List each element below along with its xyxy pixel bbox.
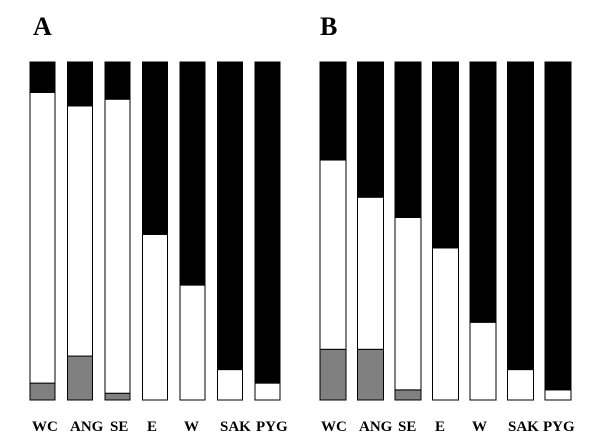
- bar-segment-ang-1: [357, 196, 384, 350]
- bar-segment-pyg-1: [544, 389, 572, 401]
- tick-label-ang: ANG: [359, 419, 393, 435]
- bar-segment-sak-1: [217, 369, 243, 401]
- bar-segment-se-1: [394, 216, 422, 391]
- bar-segment-se-2: [104, 61, 131, 100]
- tick-label-sak: SAK: [508, 419, 539, 435]
- tick-label-se: SE: [110, 419, 128, 435]
- bar-segment-e-2: [432, 61, 459, 249]
- panel-b: B WC ANG SE E W SAK PYG: [319, 12, 575, 435]
- bar-segment-sak-2: [217, 61, 243, 371]
- bar-segment-se-0: [104, 392, 131, 401]
- bar-segment-e-1: [432, 247, 459, 401]
- tick-label-ang: ANG: [70, 419, 104, 435]
- bar-segment-e-1: [142, 233, 168, 401]
- bar-segment-sak-1: [507, 369, 534, 401]
- bar-segment-w-1: [179, 284, 206, 401]
- bar-segment-ang-2: [67, 61, 93, 107]
- bar-segment-wc-1: [29, 91, 56, 384]
- bar-segment-ang-0: [357, 348, 384, 401]
- bar-segment-w-2: [179, 61, 206, 286]
- bar-segment-ang-1: [67, 105, 93, 357]
- tick-label-w: W: [184, 419, 199, 435]
- panel-label: B: [320, 12, 337, 41]
- tick-label-e: E: [435, 419, 445, 435]
- tick-label-wc: WC: [32, 419, 58, 435]
- bar-segment-se-0: [394, 389, 422, 401]
- bar-segment-se-2: [394, 61, 422, 218]
- bar-segment-w-2: [469, 61, 497, 323]
- bar-segment-wc-2: [319, 61, 347, 161]
- tick-label-w: W: [472, 419, 487, 435]
- bar-segment-wc-2: [29, 61, 56, 93]
- bar-segment-pyg-2: [254, 61, 281, 384]
- bar-segment-sak-2: [507, 61, 534, 371]
- bar-segment-wc-0: [29, 382, 56, 401]
- bar-segment-pyg-2: [544, 61, 572, 391]
- bar-segment-wc-0: [319, 348, 347, 401]
- bar-segment-pyg-1: [254, 382, 281, 401]
- bar-segment-wc-1: [319, 159, 347, 350]
- panel-a: A WC ANG SE E W SAK PYG: [29, 12, 288, 435]
- tick-label-pyg: PYG: [543, 419, 575, 435]
- bar-segment-ang-0: [67, 355, 93, 401]
- bar-segment-se-1: [104, 98, 131, 394]
- bar-segment-ang-2: [357, 61, 384, 198]
- tick-label-wc: WC: [321, 419, 347, 435]
- tick-label-sak: SAK: [220, 419, 251, 435]
- tick-label-pyg: PYG: [256, 419, 288, 435]
- panel-label: A: [33, 12, 52, 41]
- bar-segment-w-1: [469, 321, 497, 401]
- tick-label-se: SE: [398, 419, 416, 435]
- tick-label-e: E: [147, 419, 157, 435]
- bar-segment-e-2: [142, 61, 168, 235]
